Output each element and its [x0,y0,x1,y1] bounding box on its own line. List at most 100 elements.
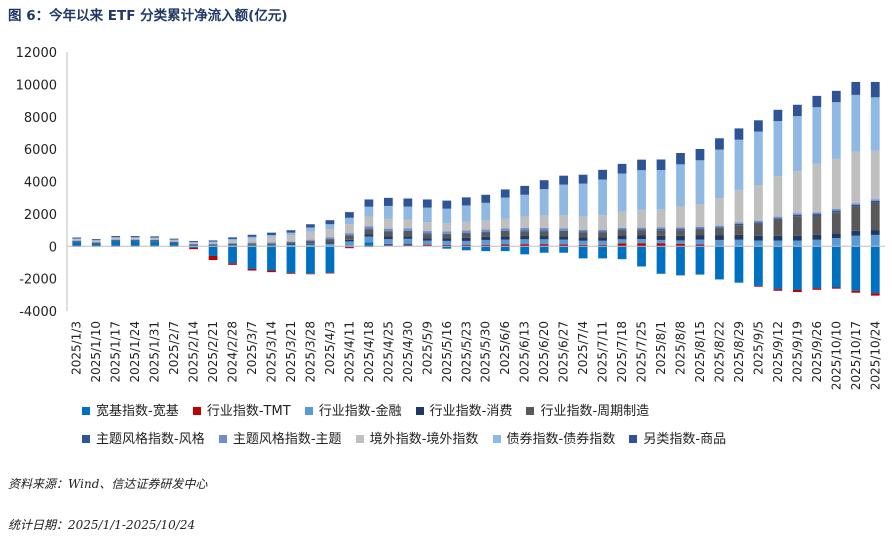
bar-segment-zhaiquan[interactable] [150,237,160,239]
bar-segment-jingwai[interactable] [578,216,588,230]
bar-segment-kuanji[interactable] [676,246,685,276]
bar-segment-zhaiquan[interactable] [72,238,82,240]
bar-segment-jingwai[interactable] [598,215,607,230]
bar-segment-zhouqi[interactable] [773,219,783,236]
bar-segment-zhouqi[interactable] [792,216,802,236]
bar-segment-xiaofei[interactable] [831,233,841,239]
bar-segment-fengge[interactable] [286,242,296,244]
bar-segment-fengge[interactable] [559,230,569,232]
bar-segment-tmt[interactable] [247,268,257,271]
bar-segment-xiaofei[interactable] [267,244,276,246]
bar-segment-xiaofei[interactable] [773,235,783,241]
bar-segment-kuanji[interactable] [578,246,588,259]
bar-segment-zhaiquan[interactable] [461,205,471,222]
bar-segment-zhaiquan[interactable] [481,202,491,221]
bar-segment-zhouqi[interactable] [150,240,160,242]
bar-segment-zhuti[interactable] [189,243,198,245]
bar-segment-kuanji[interactable] [792,246,802,290]
bar-segment-xiaofei[interactable] [91,243,101,244]
bar-segment-xiaofei[interactable] [130,240,140,242]
legend-item-zhuti[interactable]: 主题风格指数-主题 [218,428,342,447]
bar-segment-tmt[interactable] [831,287,841,289]
bar-segment-tmt[interactable] [383,243,393,245]
bar-segment-zhuti[interactable] [617,227,627,230]
bar-segment-shangpin[interactable] [851,81,861,95]
bar-segment-jinrong[interactable] [773,240,783,247]
bar-segment-zhuti[interactable] [267,242,276,244]
bar-segment-zhuti[interactable] [481,229,491,233]
bar-segment-xiaofei[interactable] [286,244,296,245]
bar-segment-fengge[interactable] [422,233,432,235]
bar-segment-tmt[interactable] [267,270,276,273]
bar-segment-zhuti[interactable] [247,242,257,244]
bar-segment-zhaiquan[interactable] [773,121,783,177]
bar-segment-zhuti[interactable] [676,227,685,230]
bar-segment-zhouqi[interactable] [247,243,257,245]
bar-segment-fengge[interactable] [461,232,471,234]
bar-segment-xiaofei[interactable] [539,236,549,240]
bar-segment-fengge[interactable] [812,214,822,216]
bar-segment-jingwai[interactable] [792,171,802,214]
bar-segment-fengge[interactable] [520,230,530,232]
bar-segment-zhouqi[interactable] [870,202,880,231]
bar-segment-tmt[interactable] [559,244,569,247]
bar-segment-shangpin[interactable] [754,120,763,132]
bar-segment-xiaofei[interactable] [325,242,335,244]
legend-item-kuanji[interactable]: 宽基指数-宽基 [82,400,179,419]
bar-segment-zhuti[interactable] [228,243,237,244]
bar-segment-jingwai[interactable] [870,150,880,200]
bar-segment-zhuti[interactable] [520,227,530,231]
bar-segment-kuanji[interactable] [169,243,179,247]
bar-segment-jinrong[interactable] [695,239,705,245]
bar-segment-fengge[interactable] [734,223,744,226]
bar-segment-jingwai[interactable] [831,158,841,210]
bar-segment-jinrong[interactable] [461,240,471,245]
bar-segment-zhouqi[interactable] [676,230,685,236]
bar-segment-tmt[interactable] [695,244,705,247]
bar-segment-kuanji[interactable] [734,246,744,283]
bar-segment-jinrong[interactable] [715,239,724,246]
bar-segment-zhouqi[interactable] [851,206,861,231]
bar-segment-jinrong[interactable] [578,240,588,245]
bar-segment-jingwai[interactable] [734,189,744,223]
bar-segment-jingwai[interactable] [617,211,627,228]
bar-segment-zhouqi[interactable] [111,239,121,241]
bar-segment-kuanji[interactable] [656,246,666,274]
bar-segment-kuanji[interactable] [481,246,491,252]
bar-segment-tmt[interactable] [754,285,763,287]
bar-segment-kuanji[interactable] [831,246,841,288]
bar-segment-zhouqi[interactable] [539,231,549,237]
bar-segment-zhouqi[interactable] [481,232,491,237]
bar-segment-zhaiquan[interactable] [383,205,393,219]
bar-segment-fengge[interactable] [481,232,491,233]
bar-segment-shangpin[interactable] [656,159,666,171]
bar-segment-fengge[interactable] [676,229,685,231]
bar-segment-shangpin[interactable] [637,159,646,171]
bar-segment-zhuti[interactable] [773,216,783,219]
bar-segment-zhouqi[interactable] [520,231,530,237]
bar-segment-fengge[interactable] [325,238,335,240]
bar-segment-jingwai[interactable] [500,218,510,229]
bar-segment-fengge[interactable] [150,240,160,241]
bar-segment-jinrong[interactable] [286,244,296,247]
bar-segment-shangpin[interactable] [578,174,588,184]
bar-segment-zhouqi[interactable] [325,239,335,243]
bar-segment-kuanji[interactable] [637,246,646,267]
bar-segment-kuanji[interactable] [500,246,510,252]
bar-segment-jinrong[interactable] [442,240,452,245]
bar-segment-xiaofei[interactable] [364,234,374,237]
bar-segment-tmt[interactable] [578,244,588,247]
bar-segment-shangpin[interactable] [286,230,296,233]
bar-segment-jingwai[interactable] [773,176,783,217]
bar-segment-zhouqi[interactable] [228,243,237,246]
bar-segment-xiaofei[interactable] [247,244,257,246]
bar-segment-fengge[interactable] [267,243,276,244]
bar-segment-zhouqi[interactable] [559,231,569,237]
bar-segment-zhuti[interactable] [831,209,841,211]
bar-segment-zhaiquan[interactable] [500,197,510,219]
bar-segment-fengge[interactable] [228,243,237,245]
bar-segment-jingwai[interactable] [208,242,218,244]
bar-segment-jingwai[interactable] [481,220,491,230]
bar-segment-fengge[interactable] [870,200,880,203]
bar-segment-fengge[interactable] [403,230,413,232]
